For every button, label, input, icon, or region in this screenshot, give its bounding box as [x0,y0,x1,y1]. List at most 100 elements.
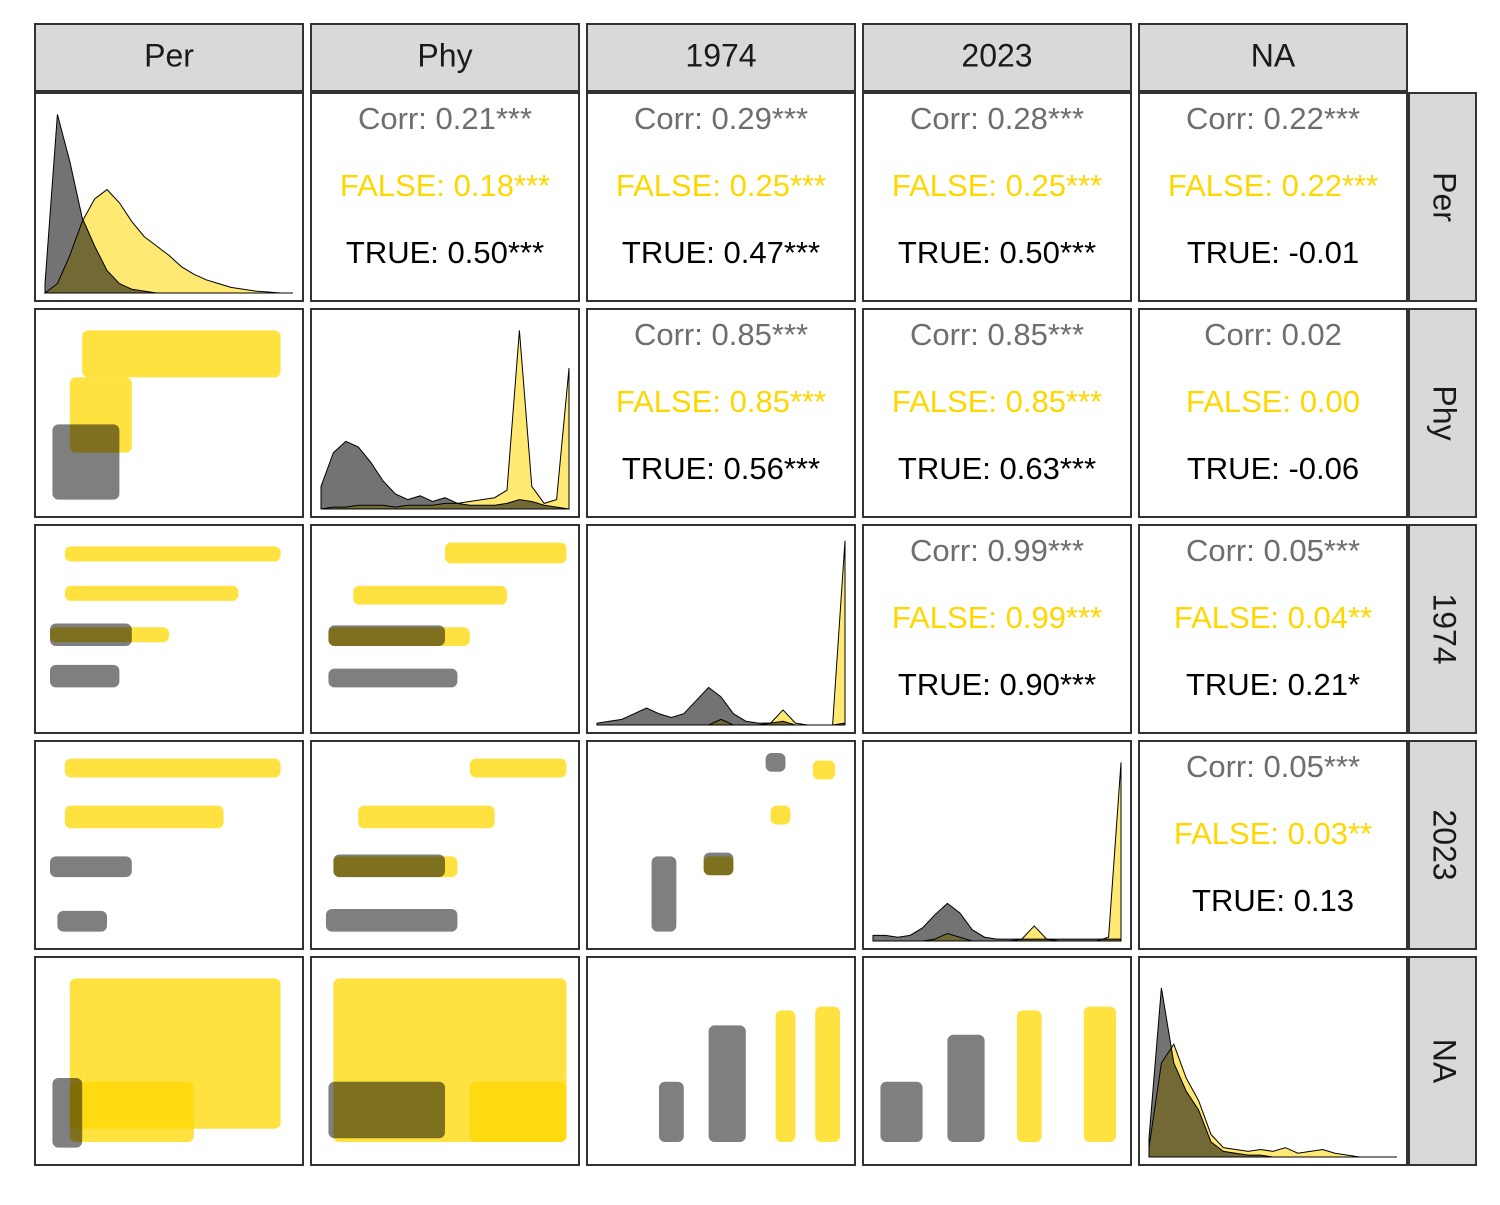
correlation-text: FALSE: 0.00 [1186,384,1360,419]
correlation-text: FALSE: 0.03** [1174,816,1372,851]
column-strip [862,23,1132,92]
triangle-cloud [328,1081,445,1139]
triangle-cloud [57,910,107,932]
column-label: Phy [417,37,472,73]
density-area [872,902,1122,942]
density-area [43,188,293,294]
panel [586,740,856,950]
panel [1138,524,1408,734]
triangle-cloud [49,664,120,688]
column-label: 1974 [685,37,756,73]
triangle-cloud [52,424,120,500]
point-cloud [64,758,281,778]
correlation-text: FALSE: 0.25*** [892,168,1102,203]
correlation-text: FALSE: 0.85*** [892,384,1102,419]
column-strip [310,23,580,92]
row-label: 2023 [1427,809,1463,880]
point-cloud [353,585,507,605]
correlation-text: TRUE: 0.63*** [898,451,1096,486]
point-cloud [469,1081,567,1142]
correlation-text: TRUE: -0.06 [1187,451,1359,486]
column-label: 2023 [961,37,1032,73]
panel [1138,956,1408,1166]
panel [862,740,1132,950]
correlation-text: FALSE: 0.04** [1174,600,1372,635]
row-strip [1408,740,1477,950]
panel [862,308,1132,518]
row-label: 1974 [1427,593,1463,664]
correlation-text: Corr: 0.22*** [1186,101,1360,136]
correlation-text: TRUE: 0.50*** [346,235,544,270]
point-cloud [64,546,281,562]
triangle-cloud [49,856,132,878]
correlation-text: TRUE: 0.50*** [898,235,1096,270]
triangle-cloud [947,1034,985,1142]
correlation-text: FALSE: 0.18*** [340,168,550,203]
triangle-cloud [328,625,445,647]
point-cloud [445,542,567,564]
triangle-cloud [659,1081,684,1142]
correlation-text: FALSE: 0.22*** [1168,168,1378,203]
correlation-text: TRUE: 0.21* [1186,667,1360,702]
row-strip [1408,956,1477,1166]
row-label: NA [1427,1039,1463,1084]
panel [1138,308,1408,518]
correlation-text: FALSE: 0.99*** [892,600,1102,635]
correlation-text: Corr: 0.05*** [1186,749,1360,784]
row-label: Phy [1427,385,1463,440]
correlation-text: FALSE: 0.25*** [616,168,826,203]
column-label: Per [144,37,194,73]
correlation-text: FALSE: 0.85*** [616,384,826,419]
triangle-cloud [880,1081,923,1142]
row-strip [1408,92,1477,302]
panel [862,92,1132,302]
panel [1138,92,1408,302]
correlation-text: TRUE: -0.01 [1187,235,1359,270]
triangle-cloud [49,623,132,647]
density-area [596,686,846,726]
panel [586,524,856,734]
row-strip [1408,308,1477,518]
point-cloud [1016,1010,1042,1142]
correlation-text: Corr: 0.05*** [1186,533,1360,568]
row-strip [1408,524,1477,734]
panel [586,92,856,302]
column-strip [1138,23,1408,92]
correlation-text: Corr: 0.21*** [358,101,532,136]
density-area [320,440,570,510]
correlation-text: TRUE: 0.47*** [622,235,820,270]
triangle-cloud [325,909,458,932]
panel [1138,740,1408,950]
point-cloud [69,1081,194,1142]
panel [310,92,580,302]
point-cloud [469,758,567,778]
triangle-cloud [651,856,677,932]
triangle-cloud [765,753,786,772]
density-area [44,114,293,294]
correlation-text: Corr: 0.85*** [634,317,808,352]
correlation-text: TRUE: 0.90*** [898,667,1096,702]
point-cloud [82,330,281,378]
point-cloud [64,585,239,601]
triangle-cloud [333,854,445,878]
point-cloud [775,1010,796,1142]
point-cloud [1083,1006,1117,1142]
point-cloud [358,805,495,829]
point-cloud [812,760,836,780]
point-cloud [815,1006,841,1142]
correlation-text: Corr: 0.99*** [910,533,1084,568]
panel [586,308,856,518]
correlation-text: TRUE: 0.56*** [622,451,820,486]
triangle-cloud [328,668,458,688]
point-cloud [770,805,791,825]
point-cloud [64,805,224,829]
correlation-text: Corr: 0.29*** [634,101,808,136]
density-area [1148,987,1397,1158]
correlation-text: Corr: 0.85*** [910,317,1084,352]
column-strip [34,23,304,92]
correlation-text: Corr: 0.02 [1204,317,1342,352]
row-label: Per [1427,172,1463,222]
triangle-cloud [52,1078,83,1148]
